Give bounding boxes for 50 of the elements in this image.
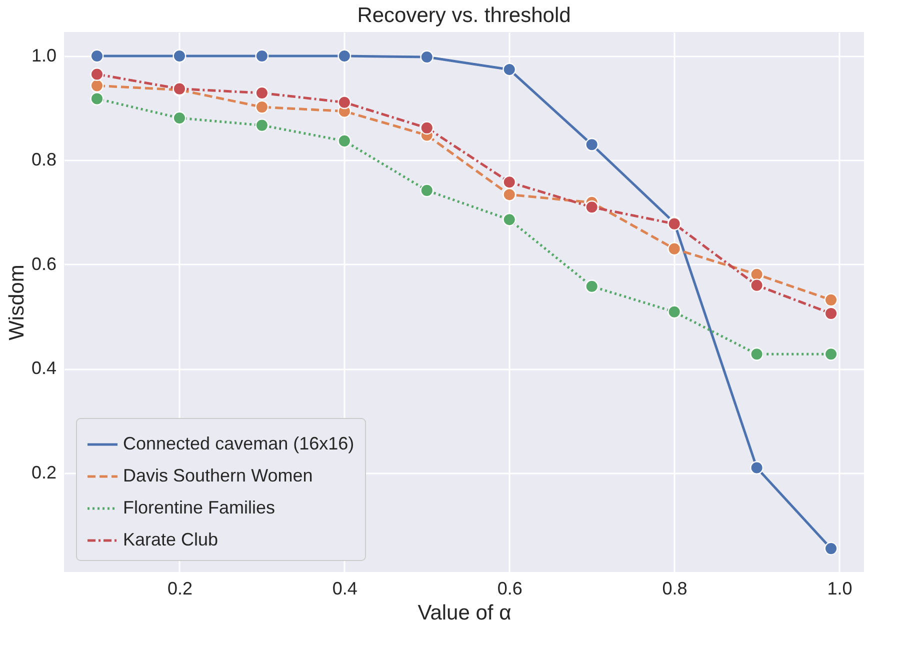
point <box>585 138 599 152</box>
legend-label: Florentine Families <box>123 498 276 518</box>
y-tick-label: 0.8 <box>31 150 56 170</box>
x-tick-label: 0.8 <box>662 578 688 598</box>
legend-label: Connected caveman (16x16) <box>123 434 354 454</box>
x-tick-label: 0.6 <box>497 578 522 598</box>
point <box>420 121 434 135</box>
point <box>668 242 682 256</box>
point <box>172 111 186 125</box>
point <box>750 268 764 282</box>
point <box>502 175 516 189</box>
point <box>824 293 838 307</box>
y-tick-label: 0.2 <box>31 462 56 482</box>
point <box>502 212 516 226</box>
y-tick-label: 1.0 <box>31 45 56 66</box>
point <box>585 280 599 294</box>
y-axis-title: Wisdom <box>5 264 28 340</box>
x-tick-label: 0.4 <box>332 578 358 598</box>
x-axis-title: Value of α <box>418 602 512 624</box>
point <box>90 78 104 92</box>
point <box>255 86 269 100</box>
point <box>255 118 269 132</box>
x-tick-label: 1.0 <box>827 578 852 598</box>
chart-title: Recovery vs. threshold <box>357 4 571 27</box>
point <box>255 49 269 63</box>
point <box>750 347 764 361</box>
legend-label: Karate Club <box>123 530 218 550</box>
point <box>824 306 838 320</box>
point <box>750 278 764 292</box>
point <box>338 134 352 148</box>
point <box>90 68 104 81</box>
point <box>824 542 838 556</box>
point <box>420 50 434 64</box>
point <box>338 96 352 110</box>
point <box>750 461 764 474</box>
point <box>668 305 682 319</box>
point <box>824 347 838 361</box>
point <box>502 62 516 76</box>
y-tick-label: 0.4 <box>31 358 56 378</box>
point <box>338 49 352 63</box>
legend-label: Davis Southern Women <box>123 466 313 486</box>
x-tick-label: 0.2 <box>167 578 192 598</box>
point <box>90 49 104 63</box>
point <box>172 49 186 63</box>
point <box>90 92 104 106</box>
point <box>255 100 269 114</box>
point <box>502 188 516 202</box>
point <box>585 200 599 214</box>
y-tick-label: 0.6 <box>31 254 56 274</box>
point <box>420 184 434 198</box>
